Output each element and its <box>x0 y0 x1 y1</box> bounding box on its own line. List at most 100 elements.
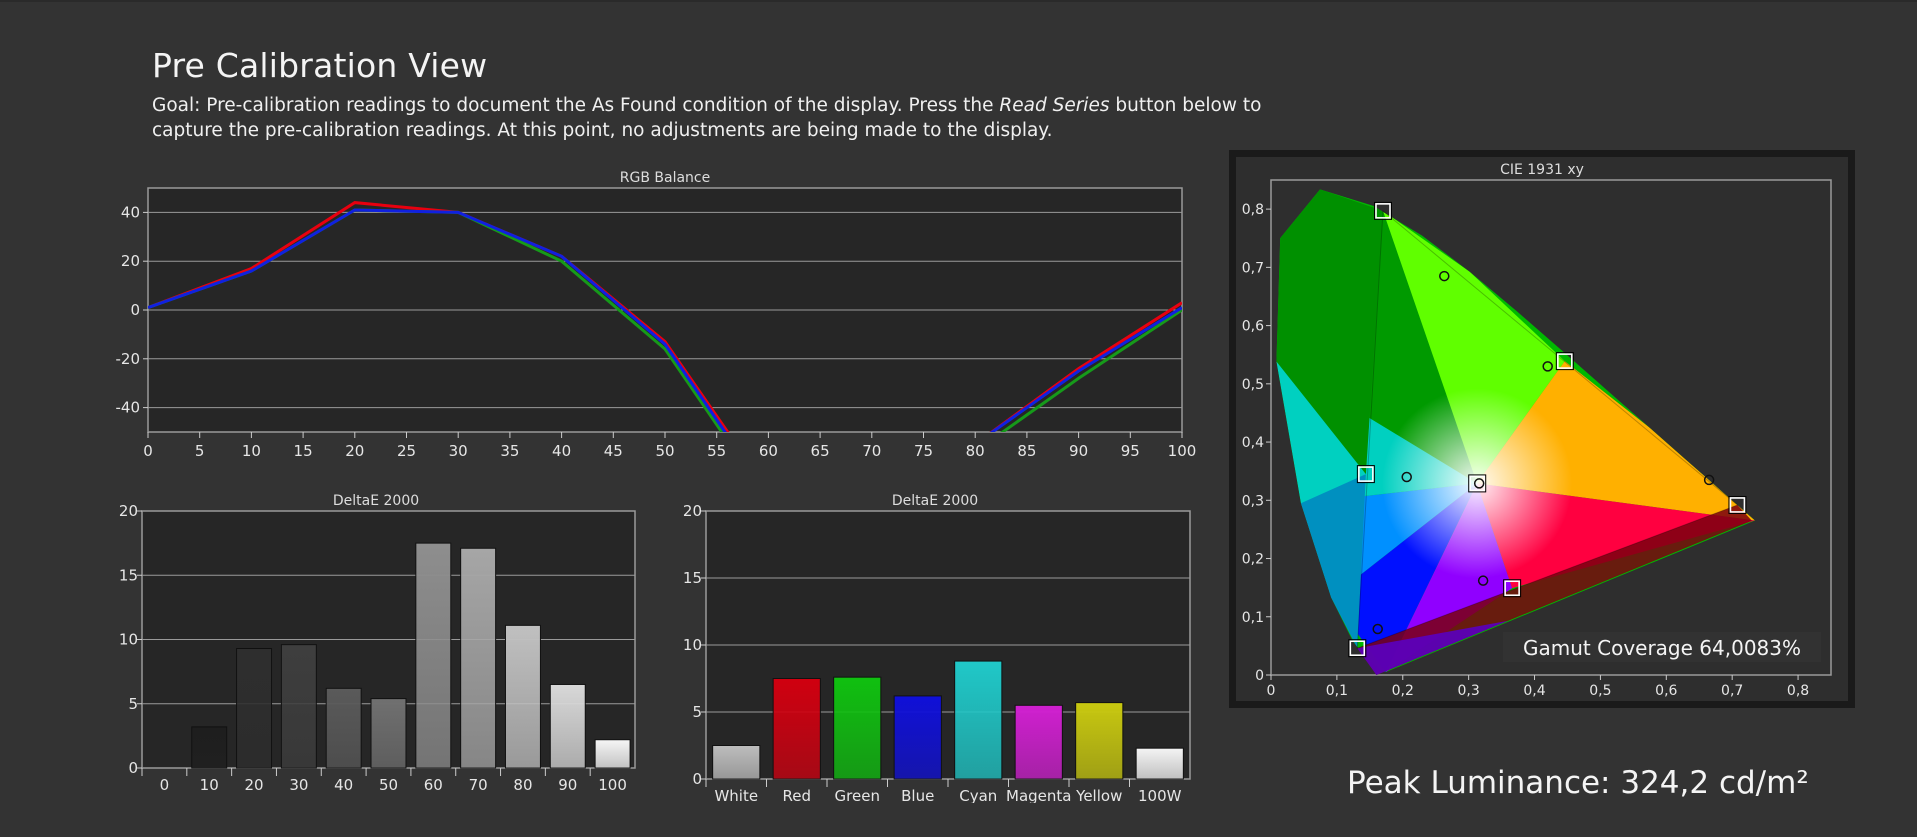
cie-target-marker <box>1375 203 1391 219</box>
gray-x-tick-label: 30 <box>289 776 308 793</box>
color-x-tick-label: 100W <box>1138 787 1182 803</box>
cie-x-tick-label: 0,6 <box>1655 683 1677 699</box>
gray-x-tick-label: 80 <box>513 776 532 793</box>
cie-target-marker-outline <box>1348 639 1367 658</box>
cie-gamut-triangle <box>1356 209 1739 649</box>
cie-x-tick-label: 0,1 <box>1326 683 1348 699</box>
color-bar <box>893 695 942 780</box>
gray-x-tick-label: 60 <box>424 776 443 793</box>
cie-green-region <box>1276 189 1383 475</box>
gray-bar <box>370 698 407 769</box>
color-y-tick-label: 5 <box>692 703 702 721</box>
goal-text-end: button below to capture the pre-calibrat… <box>152 95 1262 141</box>
cie-x-tick-label: 0,8 <box>1787 683 1809 699</box>
cie-measured-point <box>1477 575 1489 586</box>
rgb-x-tick-label: 100 <box>1168 442 1197 460</box>
color-y-tick-label: 0 <box>692 770 702 788</box>
rgb-x-tick-label: 10 <box>242 442 261 460</box>
cie-target-marker <box>1358 466 1374 482</box>
color-x-tick-label: Cyan <box>959 787 997 803</box>
cie-target-marker-outline <box>1374 201 1392 220</box>
rgb-x-tick-label: 25 <box>397 442 416 460</box>
deltae-grayscale-chart: DeltaE 2000 0 5 10 15 20 0 10 20 30 40 50 60 70 80 90 1… <box>119 493 636 793</box>
cie-y-tick-label: 0,4 <box>1242 435 1264 451</box>
cie-y-tick-label: 0,8 <box>1242 202 1264 218</box>
gray-bar <box>191 726 228 769</box>
cie-target-marker <box>1557 353 1573 369</box>
color-y-tick-label: 10 <box>683 636 702 654</box>
gray-y-tick-label: 5 <box>128 695 138 713</box>
peak-luminance: Peak Luminance: 324,2 cd/m² <box>1347 765 1809 801</box>
rgb-x-tick-label: 20 <box>345 442 364 460</box>
cie-y-tick-label: 0,3 <box>1242 493 1264 509</box>
color-bar <box>1014 704 1063 780</box>
gray-x-tick-label: 50 <box>379 776 398 793</box>
cie-y-tick-label: 0,6 <box>1242 319 1264 335</box>
cie-y-tick-label: 0,5 <box>1242 377 1264 393</box>
gray-bar <box>594 739 631 769</box>
color-x-tick-label: Magenta <box>1006 787 1071 803</box>
gamut-coverage-text: Gamut Coverage 64,0083% <box>1523 636 1801 660</box>
cie-gamut-shadow-violet <box>1357 620 1509 675</box>
cie-measured-point <box>1703 474 1715 486</box>
rgb-y-tick-label: -40 <box>116 399 141 417</box>
rgb-x-tick-label: 85 <box>1017 442 1036 460</box>
gray-bar <box>460 547 497 769</box>
cie-target-marker-outline <box>1555 352 1574 371</box>
rgb-x-tick-label: 75 <box>914 442 933 460</box>
cie-cyan-region <box>1300 474 1366 649</box>
cie-white-glow <box>1382 388 1573 579</box>
color-bar <box>833 676 882 780</box>
rgb-x-tick-label: 70 <box>862 442 881 460</box>
color-x-tick-label: Green <box>835 787 880 803</box>
rgb-x-tick-label: 45 <box>604 442 623 460</box>
gray-bar <box>504 624 541 769</box>
cie-measured-point <box>1372 623 1383 635</box>
cie-x-tick-label: 0 <box>1267 683 1276 699</box>
cie-target-marker <box>1349 640 1366 657</box>
cie-1931-chart: CIE 1931 xy 0 0,1 0,2 0,3 0,4 0,5 0,6 0,7 0,8 0 0,… <box>1229 150 1855 708</box>
rgb-x-tick-label: 5 <box>195 442 205 460</box>
deltae-colors-chart: DeltaE 2000 0 5 10 15 20 White Red Green Blue Cya… <box>683 493 1191 803</box>
rgb-y-tick-label: -20 <box>116 350 141 368</box>
gray-deltae-title: DeltaE 2000 <box>333 493 419 509</box>
gray-x-tick-label: 10 <box>200 776 219 793</box>
cie-y-tick-label: 0,1 <box>1242 610 1264 626</box>
gray-y-tick-label: 15 <box>119 566 138 584</box>
rgb-x-tick-label: 50 <box>655 442 674 460</box>
cie-title: CIE 1931 xy <box>1500 162 1584 178</box>
gray-bar <box>415 542 452 769</box>
rgb-series-blue <box>148 208 1182 432</box>
goal-text-emphasis: Read Series <box>999 95 1110 116</box>
color-y-tick-label: 15 <box>683 569 702 587</box>
color-bar <box>712 745 761 780</box>
color-x-tick-label: White <box>714 787 758 803</box>
gamut-coverage-box <box>1503 632 1821 662</box>
gray-bar <box>325 687 362 769</box>
cie-measured-point <box>1473 478 1485 489</box>
goal-description: Goal: Pre-calibration readings to docume… <box>152 93 1292 143</box>
rgb-x-tick-label: 0 <box>143 442 153 460</box>
goal-text-start: Goal: Pre-calibration readings to docume… <box>152 95 1000 116</box>
rgb-x-tick-label: 30 <box>449 442 468 460</box>
cie-measured-point <box>1401 471 1412 483</box>
gray-x-tick-label: 40 <box>334 776 353 793</box>
gray-x-tick-label: 90 <box>558 776 577 793</box>
rgb-balance-chart: RGB Balance 40 20 0 -20 -40 0 5 10 15 20 25 30 35 40 4… <box>116 170 1197 460</box>
cie-target-marker <box>1729 497 1746 513</box>
color-bar <box>1135 747 1184 780</box>
rgb-x-tick-label: 95 <box>1121 442 1140 460</box>
cie-target-marker-outline <box>1468 474 1487 493</box>
cie-measured-point <box>1542 361 1553 372</box>
cie-y-tick-label: 0 <box>1255 668 1264 684</box>
gray-y-tick-label: 10 <box>119 631 138 649</box>
cie-x-tick-label: 0,2 <box>1392 683 1414 699</box>
cie-target-marker-outline <box>1356 465 1375 484</box>
gray-x-tick-label: 70 <box>469 776 488 793</box>
rgb-x-tick-label: 40 <box>552 442 571 460</box>
gray-bar <box>280 644 317 769</box>
color-bar <box>954 660 1003 780</box>
rgb-x-tick-label: 80 <box>966 442 985 460</box>
cie-target-marker-outline <box>1503 579 1522 598</box>
gray-y-tick-label: 0 <box>128 759 138 777</box>
